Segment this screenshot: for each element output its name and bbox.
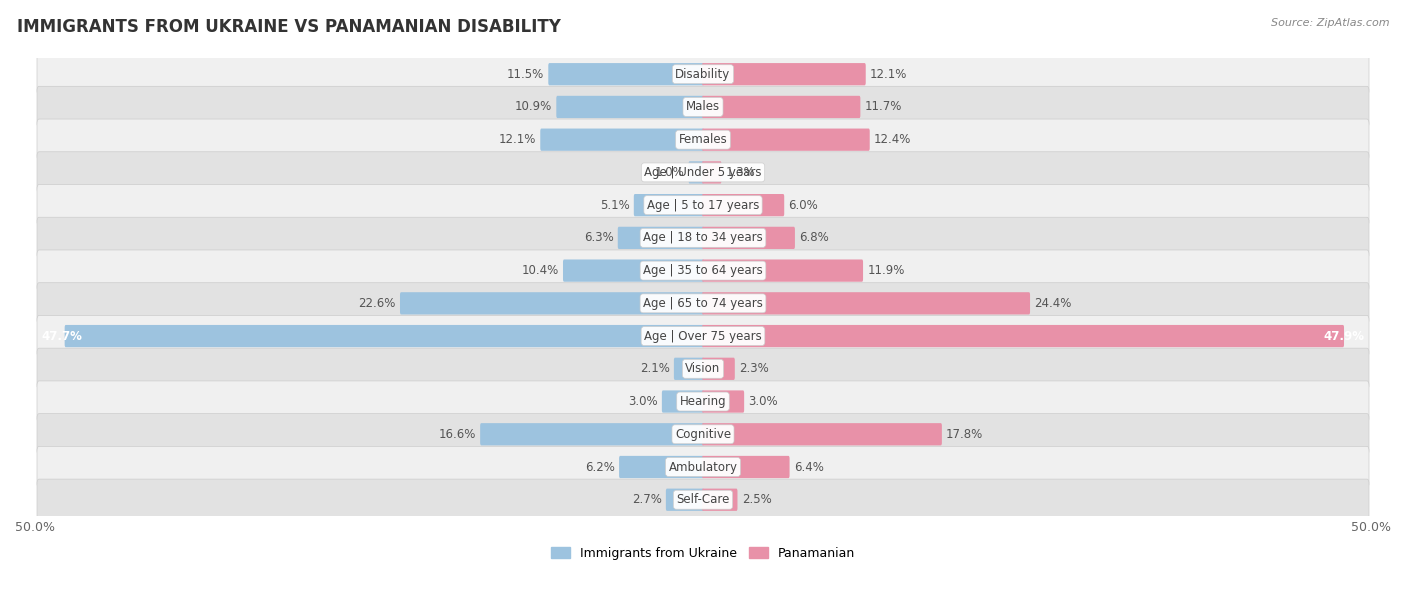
Text: Source: ZipAtlas.com: Source: ZipAtlas.com (1271, 18, 1389, 28)
Text: 47.9%: 47.9% (1323, 330, 1364, 343)
FancyBboxPatch shape (702, 63, 866, 85)
FancyBboxPatch shape (37, 54, 1369, 95)
FancyBboxPatch shape (37, 217, 1369, 258)
FancyBboxPatch shape (548, 63, 704, 85)
FancyBboxPatch shape (702, 259, 863, 282)
Text: 2.7%: 2.7% (631, 493, 662, 506)
FancyBboxPatch shape (37, 479, 1369, 520)
Text: 6.8%: 6.8% (799, 231, 830, 244)
FancyBboxPatch shape (65, 325, 704, 347)
Text: 6.3%: 6.3% (583, 231, 613, 244)
FancyBboxPatch shape (37, 446, 1369, 488)
Text: 10.9%: 10.9% (515, 100, 553, 113)
Text: Age | Under 5 years: Age | Under 5 years (644, 166, 762, 179)
FancyBboxPatch shape (37, 86, 1369, 127)
FancyBboxPatch shape (666, 488, 704, 511)
FancyBboxPatch shape (540, 129, 704, 151)
FancyBboxPatch shape (37, 315, 1369, 357)
Text: Females: Females (679, 133, 727, 146)
FancyBboxPatch shape (37, 414, 1369, 455)
FancyBboxPatch shape (557, 96, 704, 118)
Text: 6.0%: 6.0% (789, 199, 818, 212)
Text: 10.4%: 10.4% (522, 264, 558, 277)
Text: 6.2%: 6.2% (585, 460, 614, 474)
FancyBboxPatch shape (702, 292, 1031, 315)
Legend: Immigrants from Ukraine, Panamanian: Immigrants from Ukraine, Panamanian (546, 542, 860, 565)
Text: 12.4%: 12.4% (875, 133, 911, 146)
FancyBboxPatch shape (37, 348, 1369, 389)
Text: 2.3%: 2.3% (740, 362, 769, 375)
FancyBboxPatch shape (702, 456, 790, 478)
FancyBboxPatch shape (702, 162, 721, 184)
Text: 3.0%: 3.0% (748, 395, 778, 408)
FancyBboxPatch shape (481, 423, 704, 446)
Text: 1.3%: 1.3% (725, 166, 755, 179)
FancyBboxPatch shape (562, 259, 704, 282)
Text: Age | Over 75 years: Age | Over 75 years (644, 330, 762, 343)
FancyBboxPatch shape (619, 456, 704, 478)
Text: Age | 5 to 17 years: Age | 5 to 17 years (647, 199, 759, 212)
FancyBboxPatch shape (37, 250, 1369, 291)
Text: 24.4%: 24.4% (1035, 297, 1071, 310)
FancyBboxPatch shape (702, 357, 735, 380)
FancyBboxPatch shape (37, 119, 1369, 160)
Text: 47.7%: 47.7% (42, 330, 83, 343)
Text: Vision: Vision (685, 362, 721, 375)
Text: Hearing: Hearing (679, 395, 727, 408)
FancyBboxPatch shape (634, 194, 704, 216)
FancyBboxPatch shape (702, 194, 785, 216)
FancyBboxPatch shape (399, 292, 704, 315)
FancyBboxPatch shape (702, 226, 794, 249)
Text: Males: Males (686, 100, 720, 113)
FancyBboxPatch shape (702, 390, 744, 412)
Text: Cognitive: Cognitive (675, 428, 731, 441)
FancyBboxPatch shape (617, 226, 704, 249)
FancyBboxPatch shape (702, 325, 1344, 347)
FancyBboxPatch shape (702, 96, 860, 118)
FancyBboxPatch shape (702, 488, 738, 511)
Text: 3.0%: 3.0% (628, 395, 658, 408)
Text: 5.1%: 5.1% (600, 199, 630, 212)
Text: 11.5%: 11.5% (506, 68, 544, 81)
Text: 12.1%: 12.1% (499, 133, 536, 146)
Text: 2.5%: 2.5% (742, 493, 772, 506)
FancyBboxPatch shape (37, 381, 1369, 422)
FancyBboxPatch shape (673, 357, 704, 380)
Text: 1.0%: 1.0% (655, 166, 685, 179)
Text: 12.1%: 12.1% (870, 68, 907, 81)
FancyBboxPatch shape (702, 129, 870, 151)
Text: Ambulatory: Ambulatory (668, 460, 738, 474)
Text: 16.6%: 16.6% (439, 428, 475, 441)
Text: 11.7%: 11.7% (865, 100, 903, 113)
Text: Age | 65 to 74 years: Age | 65 to 74 years (643, 297, 763, 310)
Text: 22.6%: 22.6% (359, 297, 395, 310)
FancyBboxPatch shape (689, 162, 704, 184)
Text: 17.8%: 17.8% (946, 428, 983, 441)
FancyBboxPatch shape (37, 152, 1369, 193)
FancyBboxPatch shape (662, 390, 704, 412)
Text: Age | 18 to 34 years: Age | 18 to 34 years (643, 231, 763, 244)
Text: 2.1%: 2.1% (640, 362, 669, 375)
Text: IMMIGRANTS FROM UKRAINE VS PANAMANIAN DISABILITY: IMMIGRANTS FROM UKRAINE VS PANAMANIAN DI… (17, 18, 561, 36)
FancyBboxPatch shape (37, 283, 1369, 324)
Text: Self-Care: Self-Care (676, 493, 730, 506)
Text: 6.4%: 6.4% (794, 460, 824, 474)
Text: 11.9%: 11.9% (868, 264, 904, 277)
Text: Disability: Disability (675, 68, 731, 81)
FancyBboxPatch shape (37, 184, 1369, 226)
FancyBboxPatch shape (702, 423, 942, 446)
Text: Age | 35 to 64 years: Age | 35 to 64 years (643, 264, 763, 277)
